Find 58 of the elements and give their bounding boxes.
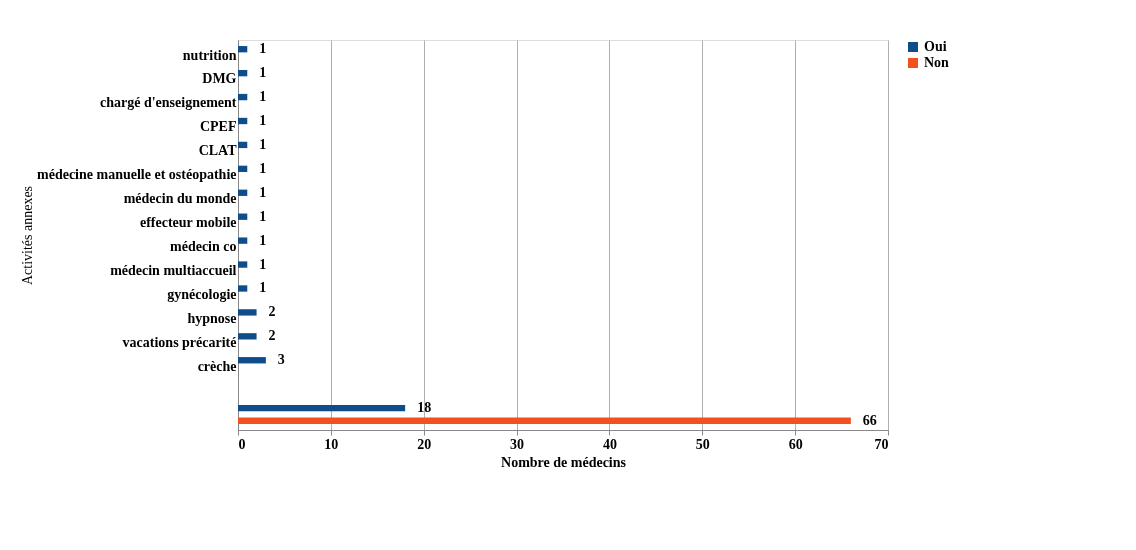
data-label: 66 xyxy=(862,412,877,428)
y-tick-label: gynécologie xyxy=(167,286,237,302)
data-label: 2 xyxy=(268,328,276,344)
data-label: 1 xyxy=(259,160,267,176)
bar xyxy=(238,93,248,101)
y-tick-label: médecin co xyxy=(170,238,237,254)
data-label: 1 xyxy=(259,256,267,272)
y-tick-label: effecteur mobile xyxy=(139,215,237,231)
bar xyxy=(238,69,248,77)
x-tick-label: 40 xyxy=(602,436,617,452)
data-label: 1 xyxy=(259,41,267,57)
x-tick-label: 20 xyxy=(417,436,432,452)
bar xyxy=(238,417,851,424)
y-tick-label: médecin multiaccueil xyxy=(110,262,237,278)
bar xyxy=(238,165,248,173)
bar xyxy=(238,117,248,125)
y-tick-label: nutrition xyxy=(182,47,237,63)
y-tick-label: médecin du monde xyxy=(123,191,237,207)
bar xyxy=(238,46,248,53)
data-label: 1 xyxy=(259,65,267,81)
bar xyxy=(238,261,248,268)
x-tick-label: 60 xyxy=(788,436,803,452)
x-tick-label: 10 xyxy=(324,436,339,452)
data-label: 1 xyxy=(259,136,267,152)
bar xyxy=(238,213,248,220)
x-tick-label: 70 xyxy=(874,436,889,452)
y-tick-label: DMG xyxy=(202,71,237,87)
x-tick-label: 50 xyxy=(695,436,710,452)
data-label: 2 xyxy=(268,304,276,320)
x-tick-label: 0 xyxy=(238,436,246,452)
y-axis-title: Activités annexes xyxy=(19,185,35,286)
y-tick-label: médecine manuelle et ostéopathie xyxy=(37,167,237,183)
bar xyxy=(238,404,406,412)
bar xyxy=(238,333,257,340)
bar xyxy=(238,357,266,364)
legend-label: Oui xyxy=(924,39,947,54)
data-label: 1 xyxy=(259,89,267,105)
data-label: 3 xyxy=(277,352,285,368)
bar xyxy=(238,141,248,149)
y-tick-label: chargé d'enseignement xyxy=(100,95,237,111)
y-tick-label: CLAT xyxy=(198,143,238,159)
y-tick-label: hypnose xyxy=(187,310,237,326)
x-axis-title: Nombre de médecins xyxy=(501,454,627,470)
bar xyxy=(238,237,248,244)
bar xyxy=(238,309,257,316)
x-tick-label: 30 xyxy=(510,436,525,452)
legend-label: Non xyxy=(924,55,950,70)
y-tick-label: CPEF xyxy=(199,119,237,135)
data-label: 1 xyxy=(259,184,267,200)
data-label: 1 xyxy=(259,113,267,128)
data-label: 1 xyxy=(259,232,267,248)
y-tick-label: vacations précarité xyxy=(122,334,237,350)
data-label: 18 xyxy=(417,400,432,416)
data-label: 1 xyxy=(259,280,267,296)
data-label: 1 xyxy=(259,208,267,224)
bar xyxy=(238,285,248,292)
y-tick-label: crèche xyxy=(197,358,237,374)
bar xyxy=(238,189,248,196)
